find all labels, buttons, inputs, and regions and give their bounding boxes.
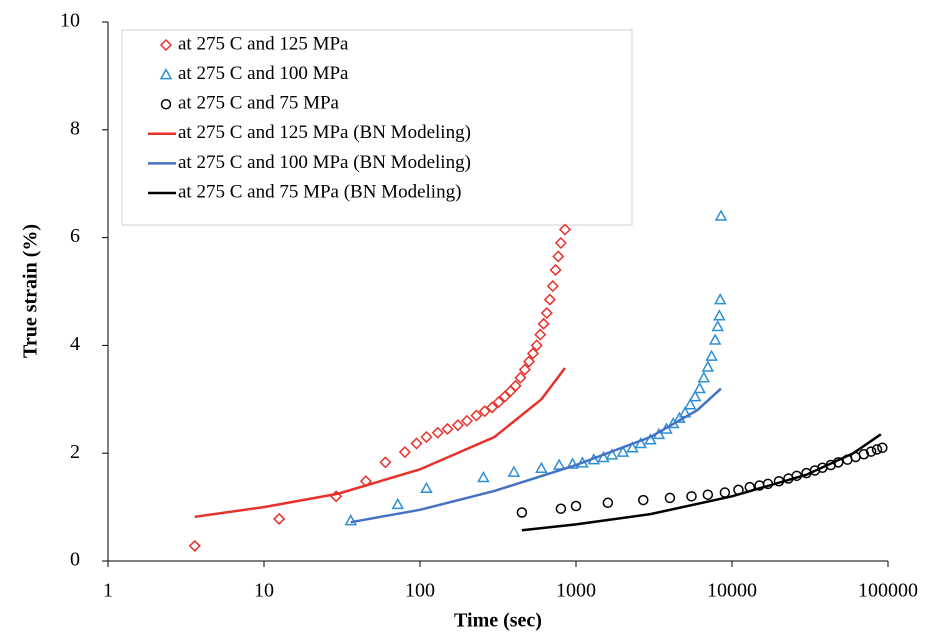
y-tick-label: 8 [70,117,80,139]
legend-marker [159,38,173,52]
y-tick-label: 2 [70,441,80,463]
triangle-marker [477,470,490,483]
circle-marker [865,446,877,457]
x-tick-label: 10000 [707,580,757,602]
triangle-marker [626,441,639,453]
legend-marker [160,98,172,110]
diamond-marker [537,317,550,330]
triangle-marker [711,319,724,332]
diamond-marker [558,223,572,236]
diamond-marker [410,437,423,450]
model-line [521,433,882,532]
legend-marker [159,68,173,80]
triangle-marker [566,457,579,469]
legend-label: at 275 C and 100 MPa (BN Modeling) [178,152,471,173]
legend-box [121,29,633,226]
triangle-marker [713,309,726,321]
diamond-marker [518,363,531,376]
diamond-marker [451,419,464,432]
legend-label: at 275 C and 75 MPa (BN Modeling) [178,181,461,202]
diamond-marker [478,405,491,418]
x-tick-label: 100000 [858,580,918,602]
circle-marker [570,500,582,512]
triangle-marker [683,398,697,410]
legend-label: at 275 C and 125 MPa (BN Modeling) [178,122,471,143]
x-tick-label: 100 [405,580,435,602]
triangle-marker [507,465,521,477]
diamond-marker [546,280,559,293]
triangle-marker [697,371,711,383]
triangle-marker [420,481,433,493]
triangle-marker [535,461,548,474]
diamond-marker [492,395,505,409]
diamond-marker [514,371,527,384]
legend-label: at 275 C and 100 MPa [178,63,349,84]
circle-marker [702,489,714,500]
triangle-marker [688,390,702,402]
y-tick-label: 4 [70,333,80,355]
diamond-marker [486,401,499,414]
circle-marker [877,442,888,454]
triangle-marker [391,497,405,510]
y-tick-label: 10 [60,10,80,32]
triangle-marker [616,445,630,457]
diamond-marker [273,512,286,526]
triangle-marker [597,450,610,463]
triangle-marker [344,514,358,526]
diamond-marker [441,422,454,436]
diamond-marker [431,426,444,439]
triangle-marker [705,349,718,361]
diamond-marker [552,250,565,263]
x-axis-title: Time (sec) [454,610,542,632]
diamond-marker [460,414,474,427]
circle-marker [686,491,697,502]
diamond-marker [522,355,536,368]
diamond-marker [534,328,547,341]
circle-marker [638,494,649,506]
x-tick-label: 1 [103,580,113,602]
triangle-marker [693,381,706,394]
diamond-marker [509,379,522,392]
diamond-marker [543,293,556,306]
triangle-marker [708,333,722,345]
diamond-marker [379,456,392,469]
y-tick-label: 6 [70,225,80,247]
triangle-marker [701,360,715,372]
diamond-marker [549,263,562,277]
circle-marker [858,449,870,460]
legend-label: at 275 C and 75 MPa [178,93,340,114]
x-tick-label: 10 [254,580,274,602]
triangle-marker [552,458,566,470]
y-axis-title: True strain (%) [20,224,42,358]
legend-label: at 275 C and 125 MPa [178,33,349,54]
circle-marker [871,444,883,455]
x-tick-label: 1000 [556,580,596,602]
circle-marker [555,503,567,514]
diamond-marker [420,430,433,444]
triangle-marker [714,209,728,221]
diamond-marker [526,347,540,360]
circle-marker [602,497,614,509]
circle-marker [664,492,676,504]
y-tick-label: 0 [70,549,80,571]
diamond-marker [530,339,543,352]
circle-marker [516,507,528,518]
model-line [350,387,722,524]
diamond-marker [470,409,483,422]
circle-marker [719,487,731,498]
diamond-marker [188,539,201,552]
diamond-marker [540,306,553,320]
triangle-marker [605,448,619,460]
diamond-marker [398,446,411,459]
diamond-marker [554,236,567,250]
triangle-marker [634,436,648,449]
model-line [194,367,566,519]
triangle-marker [713,293,727,305]
